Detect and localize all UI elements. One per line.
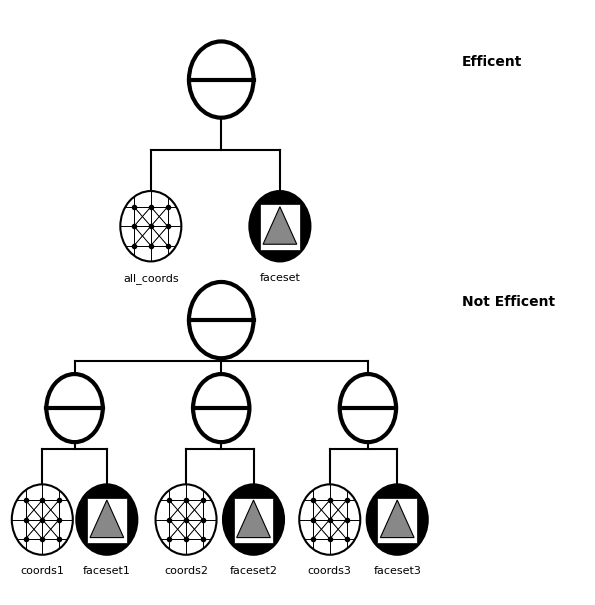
Polygon shape <box>263 207 297 244</box>
Bar <box>260 204 300 250</box>
Text: coords3: coords3 <box>308 566 352 577</box>
Ellipse shape <box>12 485 73 555</box>
Ellipse shape <box>46 374 103 442</box>
Ellipse shape <box>76 485 137 555</box>
Polygon shape <box>380 500 414 538</box>
Bar <box>87 497 127 543</box>
Polygon shape <box>90 500 124 538</box>
Ellipse shape <box>299 485 361 555</box>
Ellipse shape <box>223 485 284 555</box>
Ellipse shape <box>367 485 428 555</box>
Bar <box>377 497 417 543</box>
Ellipse shape <box>189 282 253 358</box>
Text: faceset1: faceset1 <box>83 566 131 577</box>
Ellipse shape <box>155 485 217 555</box>
Text: Efficent: Efficent <box>462 55 522 69</box>
Text: faceset: faceset <box>259 273 300 283</box>
Text: coords1: coords1 <box>20 566 64 577</box>
Text: coords2: coords2 <box>164 566 208 577</box>
Ellipse shape <box>193 374 249 442</box>
Bar <box>234 497 273 543</box>
Text: all_coords: all_coords <box>123 273 178 284</box>
Ellipse shape <box>340 374 396 442</box>
Ellipse shape <box>249 191 311 261</box>
Polygon shape <box>237 500 270 538</box>
Text: Not Efficent: Not Efficent <box>462 295 555 310</box>
Text: faceset3: faceset3 <box>373 566 421 577</box>
Text: faceset2: faceset2 <box>230 566 277 577</box>
Ellipse shape <box>120 191 181 261</box>
Ellipse shape <box>189 41 253 118</box>
